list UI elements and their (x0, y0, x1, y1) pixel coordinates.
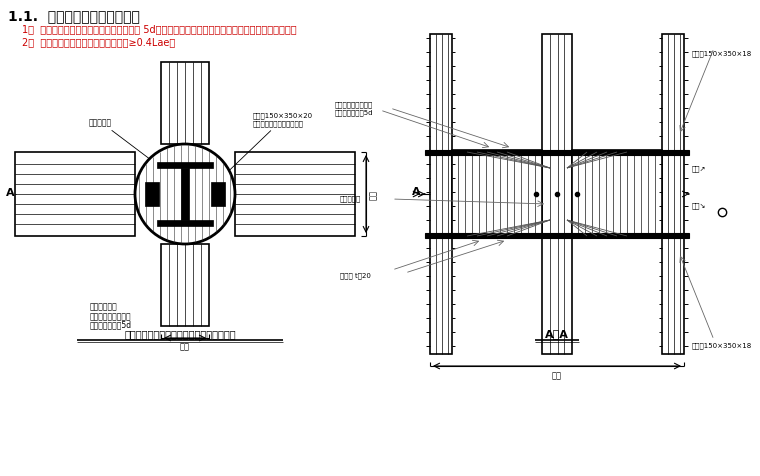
Text: 2）  梁纵筋弯锚，满足水平段锚固长度≥0.4Lae。: 2） 梁纵筋弯锚，满足水平段锚固长度≥0.4Lae。 (22, 37, 176, 47)
Text: 矩型钢柱腹板: 矩型钢柱腹板 (90, 301, 118, 310)
Text: 梁宽: 梁宽 (552, 370, 562, 379)
Text: 焊缝长度不小于5d: 焊缝长度不小于5d (90, 319, 132, 328)
Bar (211, 183, 225, 207)
Bar (425, 234, 689, 238)
Text: 1.1.  梁纵筋与型钢柱连接方法: 1.1. 梁纵筋与型钢柱连接方法 (8, 9, 140, 23)
Bar (157, 220, 213, 227)
Text: 加劲肋 t＝20: 加劲肋 t＝20 (340, 271, 371, 278)
Text: 余闻↗: 余闻↗ (692, 165, 706, 171)
Bar (161, 63, 209, 145)
Bar (425, 151, 689, 156)
Text: 栓筋箍筋孔: 栓筋箍筋孔 (340, 195, 361, 201)
Bar (145, 183, 159, 207)
Bar (572, 151, 662, 238)
Bar (452, 151, 542, 238)
Text: 钢牛腿150×350×18: 钢牛腿150×350×18 (692, 50, 752, 57)
Bar (235, 153, 355, 237)
Text: 余闻↘: 余闻↘ (692, 201, 706, 208)
Ellipse shape (135, 145, 235, 245)
Bar (542, 35, 572, 354)
Bar (157, 163, 213, 169)
Text: 梁宽: 梁宽 (180, 341, 190, 350)
Text: A: A (6, 188, 14, 198)
Text: 柱径截断孔: 柱径截断孔 (88, 118, 164, 170)
Text: 1）  梁纵筋焊于钢牛腿、加劲肋上，双面焊 5d；当有双排筋时，第二排筋焊于钢牛腿或加劲肋下侧；: 1） 梁纵筋焊于钢牛腿、加劲肋上，双面焊 5d；当有双排筋时，第二排筋焊于钢牛腿… (22, 24, 296, 34)
Text: 双面焊接于钢牛腿上: 双面焊接于钢牛腿上 (90, 311, 131, 320)
Text: 钢牛腿150×350×20
设置至深度、规范初始位置: 钢牛腿150×350×20 设置至深度、规范初始位置 (216, 112, 313, 184)
Text: A: A (412, 187, 420, 197)
Text: 双面焊接于钢牛腿上
焊接长度不小于5d: 双面焊接于钢牛腿上 焊接长度不小于5d (335, 101, 373, 116)
Bar (662, 35, 684, 354)
Text: 钢牛腿150×350×18: 钢牛腿150×350×18 (692, 341, 752, 348)
Text: 非转换层型钢圆柱与钢筋混凝土梁节点详图: 非转换层型钢圆柱与钢筋混凝土梁节点详图 (124, 328, 236, 338)
Bar (430, 35, 452, 354)
Bar (15, 153, 135, 237)
Text: A－A: A－A (545, 328, 569, 338)
Text: 柱宽: 柱宽 (369, 189, 378, 199)
Bar (161, 245, 209, 327)
Bar (181, 169, 189, 220)
